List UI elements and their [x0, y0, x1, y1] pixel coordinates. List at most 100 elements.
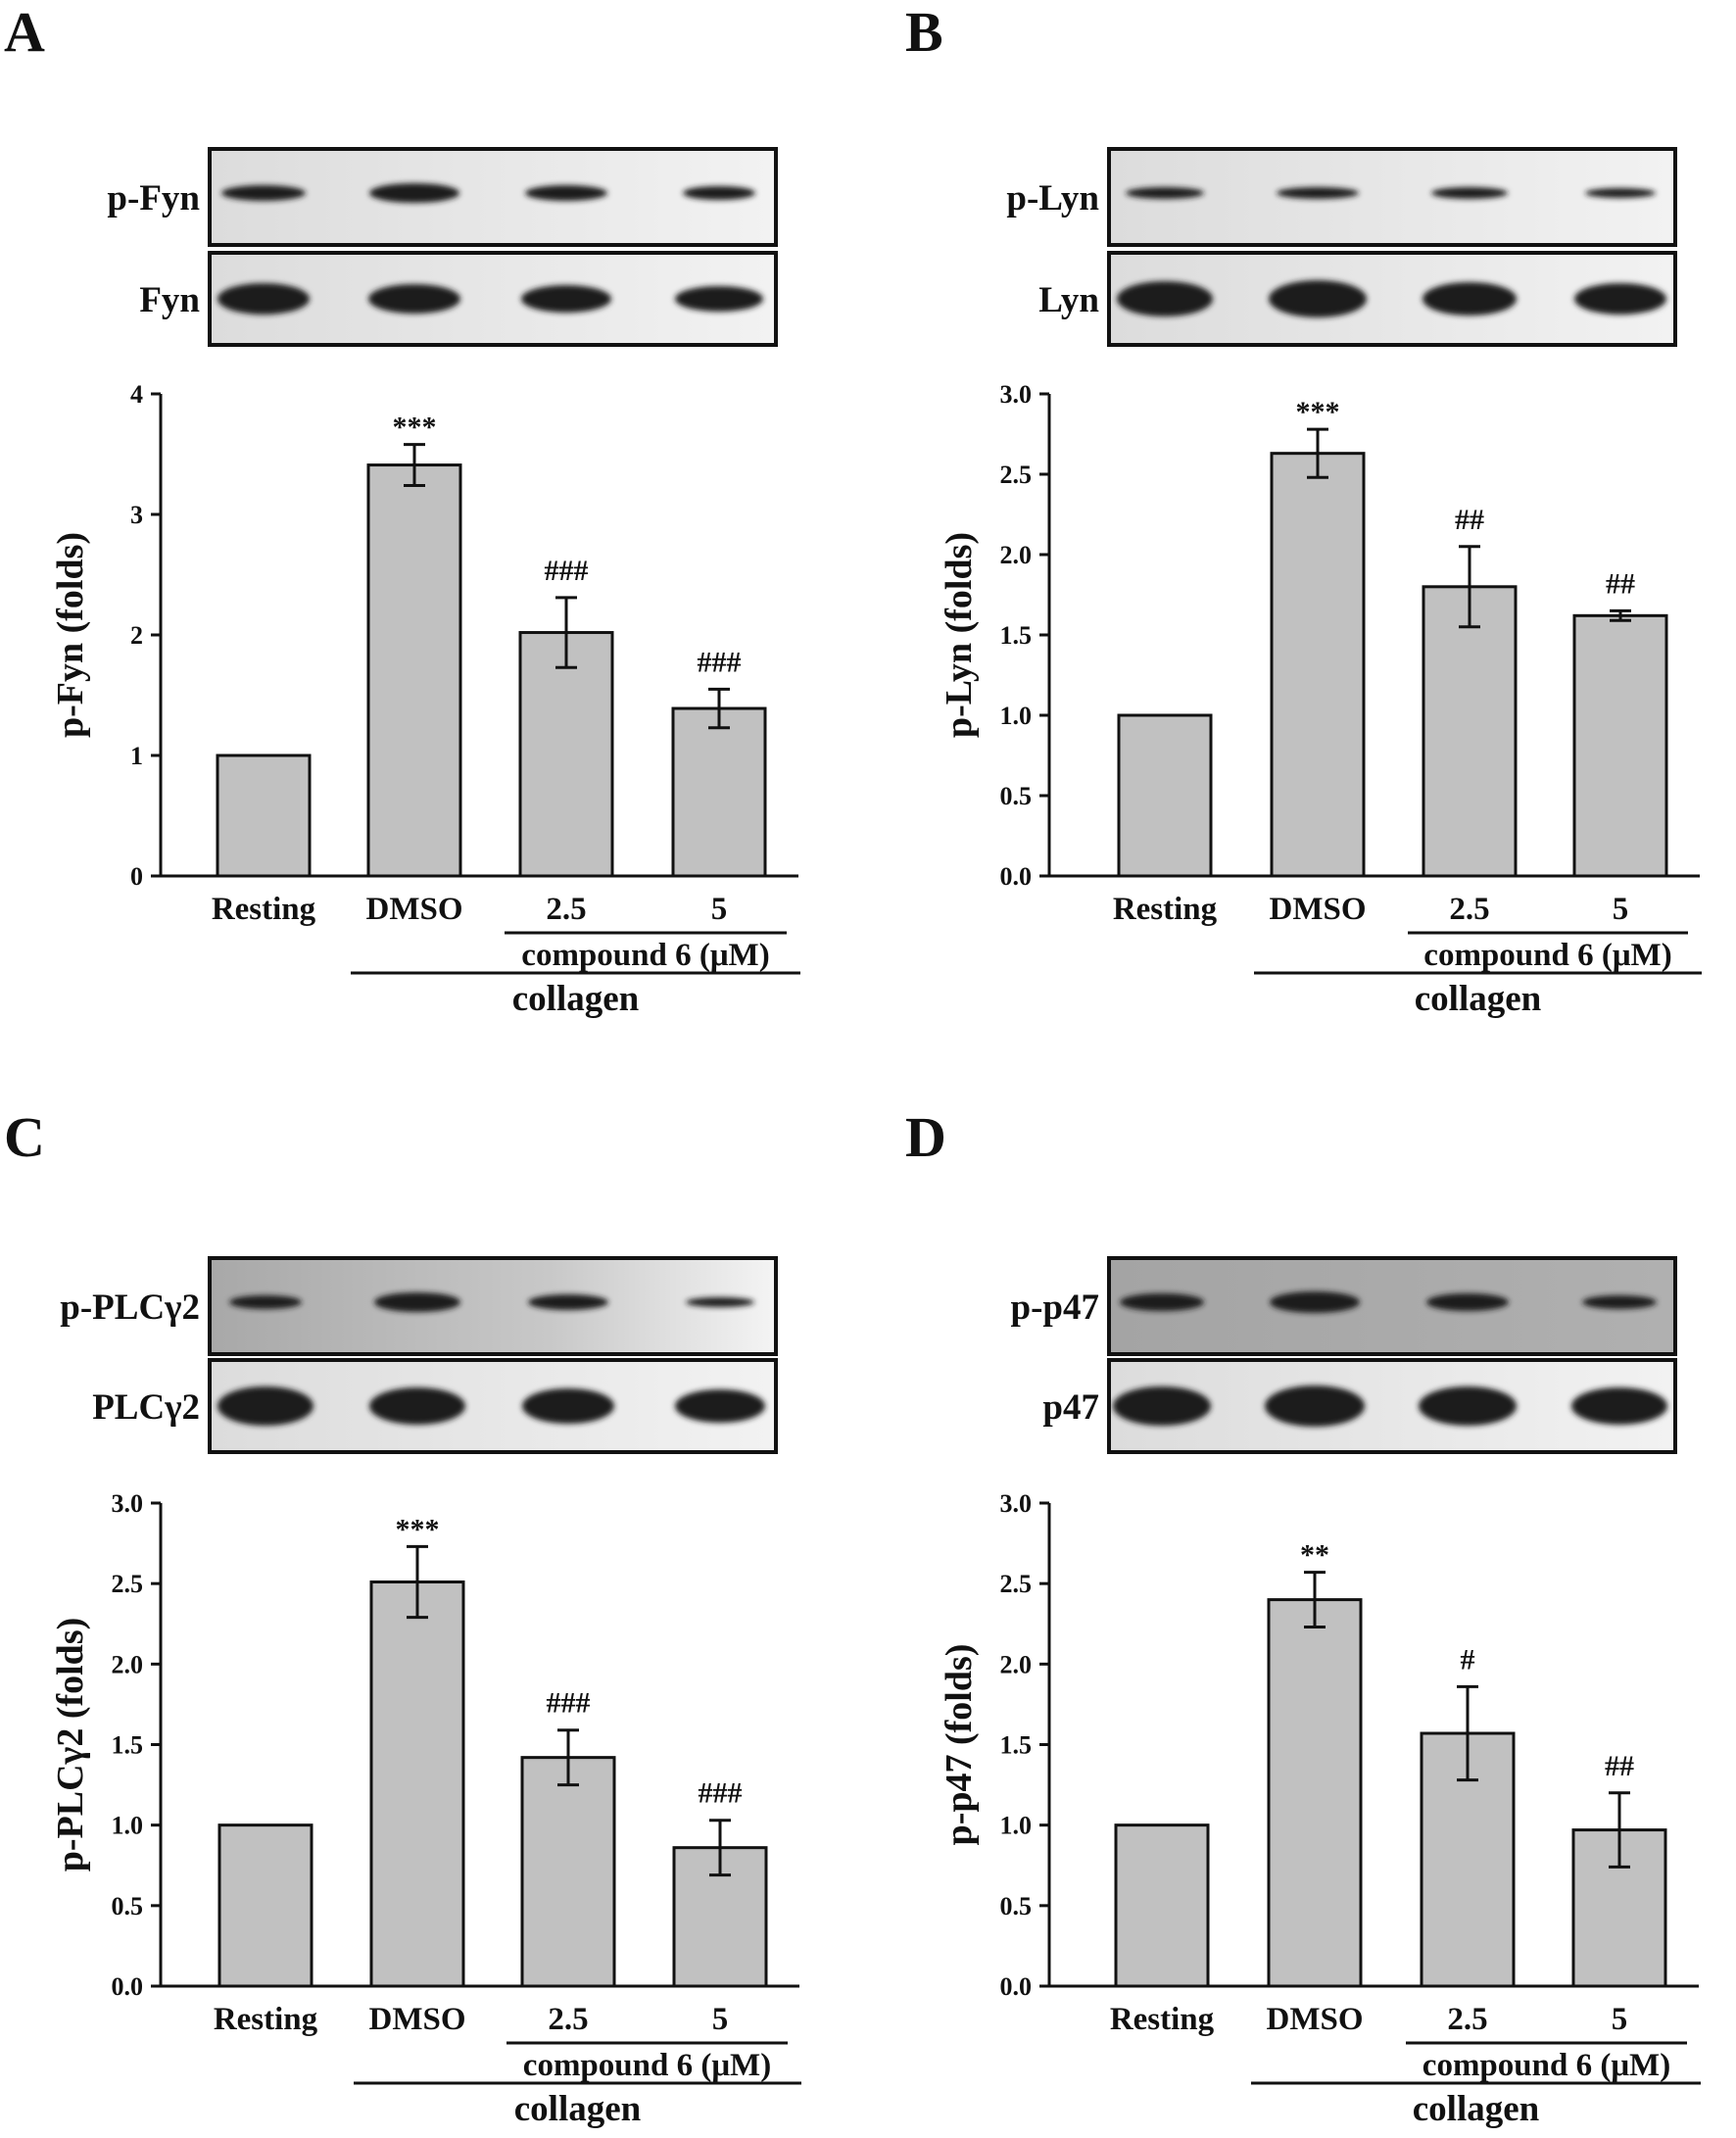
blot-band [221, 185, 306, 201]
compound-label: compound 6 (μM) [521, 938, 769, 973]
blot-band [675, 1389, 765, 1423]
y-tick-label: 1.5 [1000, 1731, 1033, 1760]
bar-DMSO [369, 1580, 465, 1988]
significance-label: ## [1605, 1750, 1634, 1782]
error-bar [555, 596, 577, 669]
y-tick-label: 1.0 [1000, 1812, 1033, 1840]
y-tick-label: 0 [130, 862, 143, 891]
x-tick-label: DMSO [366, 892, 463, 927]
blot-band [1277, 187, 1359, 199]
blot-band [675, 286, 763, 312]
collagen-label: collagen [514, 2089, 642, 2129]
blot-band [1582, 1295, 1657, 1309]
blot-frame [1107, 1256, 1677, 1356]
y-tick-label: 1 [130, 742, 143, 770]
error-bar [404, 443, 425, 487]
blot-band [522, 1388, 614, 1424]
x-tick-label: 2.5 [1449, 892, 1489, 927]
blot-band [369, 1387, 465, 1425]
panel-letter: C [4, 1105, 45, 1169]
bar-Resting [1117, 713, 1213, 878]
y-tick-label: 2.0 [1000, 541, 1033, 569]
y-tick-label: 1.0 [112, 1812, 144, 1840]
bar-DMSO [1267, 1598, 1363, 1988]
blot-band [1120, 1293, 1204, 1311]
y-axis-label: p-PLCγ2 (folds) [50, 1618, 91, 1872]
phospho-blot: p-Lyn [1006, 147, 1677, 247]
blot-frame [208, 1256, 778, 1356]
blot-band [369, 183, 459, 203]
significance-label: ### [547, 1687, 591, 1720]
x-tick-label: DMSO [1270, 892, 1367, 927]
panel-letter: B [905, 0, 943, 64]
bar-DMSO [1270, 452, 1366, 878]
x-tick-label: 5 [1612, 2002, 1628, 2037]
bar-2.5 [518, 631, 614, 878]
blot-label: p-Fyn [107, 178, 200, 219]
x-tick-label: Resting [212, 892, 316, 927]
total-blot: Lyn [1038, 251, 1677, 347]
blot-frame [1107, 147, 1677, 247]
y-axis: 0.0 0.5 1.0 1.5 2.0 2.5 3.0 [1000, 380, 1051, 891]
blot-band [1574, 283, 1666, 315]
blot-band [1269, 280, 1367, 317]
compound-label: compound 6 (μM) [1423, 2048, 1670, 2083]
error-bar [1610, 608, 1631, 622]
blot-band [1585, 188, 1656, 198]
bar-2.5 [1422, 585, 1518, 878]
significance-label: # [1461, 1643, 1475, 1676]
blot-band [217, 283, 310, 315]
significance-label: *** [393, 412, 437, 444]
y-axis: 0 1 2 3 4 [130, 380, 163, 891]
bar-5 [1572, 613, 1668, 878]
x-tick-label: Resting [1113, 892, 1218, 927]
phospho-blot: p-p47 [1011, 1256, 1677, 1356]
panel-letter: D [905, 1105, 946, 1169]
blot-band [1113, 1386, 1211, 1426]
y-tick-label: 2.5 [1000, 461, 1033, 489]
bar-Resting [217, 1823, 313, 1988]
collagen-label: collagen [1415, 979, 1542, 1019]
significance-label: ** [1300, 1539, 1329, 1572]
blot-band [374, 1292, 460, 1312]
x-tick-label: 5 [1613, 892, 1629, 927]
x-tick-label: 2.5 [1447, 2002, 1487, 2037]
blot-label: Fyn [139, 280, 200, 320]
collagen-label: collagen [1413, 2089, 1540, 2129]
x-tick-label: 5 [712, 2002, 729, 2037]
panel-b: Bp-Lyn Lyn 0.0 0.5 1.0 1.5 2.0 2.5 3.0 p-Lyn (fol… [905, 0, 1702, 1019]
error-bar [1307, 427, 1328, 479]
x-tick-label: Resting [1110, 2002, 1215, 2037]
total-blot: PLCγ2 [92, 1358, 778, 1454]
y-tick-label: 3.0 [112, 1489, 144, 1518]
blot-band [528, 1294, 608, 1310]
blot-frame [208, 251, 778, 347]
blot-background [1109, 1258, 1675, 1354]
y-axis-label: p-p47 (folds) [939, 1644, 980, 1846]
blot-label: p-p47 [1011, 1288, 1099, 1328]
y-axis-label: p-Fyn (folds) [50, 532, 91, 738]
bar-2.5 [520, 1756, 616, 1988]
phospho-blot: p-PLCγ2 [60, 1256, 778, 1356]
y-tick-label: 3.0 [1000, 380, 1033, 409]
error-bar [407, 1544, 428, 1620]
significance-label: ### [698, 646, 742, 678]
x-tick-label: 2.5 [548, 2002, 588, 2037]
blot-band [1423, 282, 1517, 316]
blot-band [1265, 1385, 1365, 1427]
y-tick-label: 0.0 [112, 1972, 144, 2001]
y-axis-label: p-Lyn (folds) [939, 532, 980, 738]
blot-band [1270, 1291, 1360, 1313]
y-tick-label: 4 [130, 380, 143, 409]
blot-band [1426, 1293, 1509, 1311]
y-tick-label: 2 [130, 621, 143, 650]
y-tick-label: 0.0 [1000, 1972, 1033, 2001]
y-tick-label: 2.5 [1000, 1570, 1033, 1598]
error-bar [708, 687, 730, 730]
significance-label: ## [1606, 567, 1635, 600]
y-tick-label: 3 [130, 501, 143, 529]
x-tick-label: DMSO [369, 2002, 466, 2037]
x-tick-label: Resting [214, 2002, 318, 2037]
blot-label: p-PLCγ2 [60, 1288, 200, 1328]
x-tick-label: 2.5 [546, 892, 586, 927]
